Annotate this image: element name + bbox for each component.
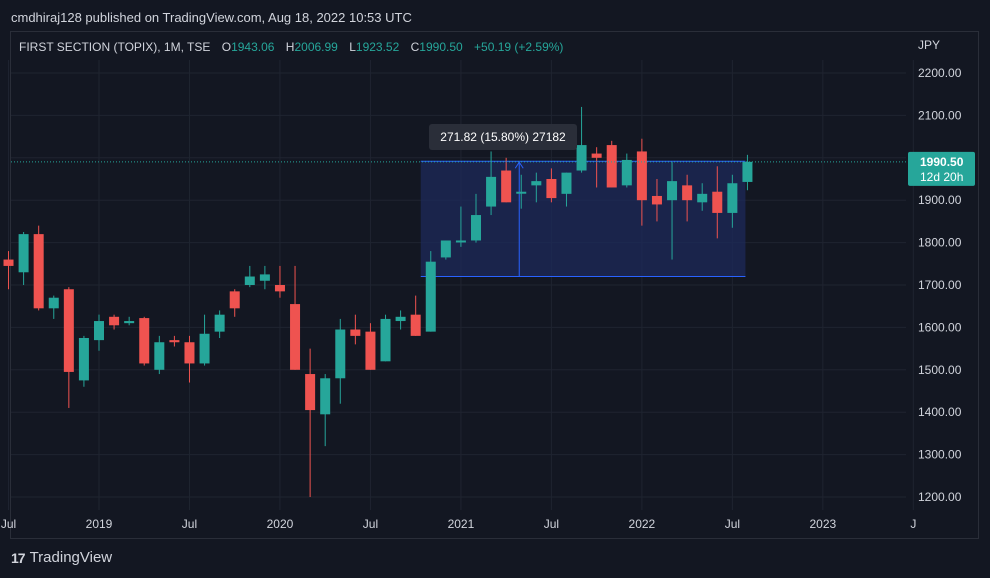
- x-tick-label: 2020: [267, 517, 294, 531]
- candle-up: [667, 181, 678, 201]
- x-tick-label: Jul: [182, 517, 197, 531]
- y-tick-label: 1300.00: [918, 448, 962, 462]
- candle-up: [471, 215, 481, 241]
- y-tick-label: 1600.00: [918, 320, 962, 334]
- candle-up: [742, 161, 753, 182]
- candle-up: [697, 193, 708, 203]
- measure-label-bg: [429, 124, 577, 150]
- candle-down: [591, 153, 602, 158]
- candle-up: [94, 321, 104, 341]
- y-tick-label: 1500.00: [918, 363, 962, 377]
- candle-down: [184, 342, 195, 364]
- candle-up: [124, 321, 135, 324]
- candle-down: [169, 340, 180, 343]
- y-tick-label: 2200.00: [918, 66, 962, 80]
- candle-up: [576, 145, 587, 171]
- candle-up: [531, 181, 542, 186]
- tradingview-logo-icon: 17: [11, 549, 26, 566]
- candle-down: [546, 179, 557, 199]
- candle-up: [320, 378, 331, 415]
- publisher-caption: cmdhiraj128 published on TradingView.com…: [11, 10, 412, 25]
- candle-up: [440, 240, 451, 258]
- change-value: +50.19 (+2.59%): [474, 40, 564, 54]
- y-tick-label: 2100.00: [918, 108, 962, 122]
- candle-up: [244, 276, 255, 285]
- open-label: O: [221, 40, 232, 54]
- brand-name: TradingView: [29, 549, 113, 566]
- high-value: 2006.99: [294, 40, 338, 54]
- candle-down: [274, 285, 285, 292]
- candle-up: [259, 274, 270, 281]
- candle-down: [305, 374, 316, 411]
- candle-up: [335, 329, 346, 379]
- x-tick-label: Jul: [725, 517, 740, 531]
- y-tick-label: 1400.00: [918, 405, 962, 419]
- footer-brand[interactable]: 17 TradingView: [11, 549, 112, 566]
- x-tick-label: J: [910, 517, 916, 531]
- candle-up: [727, 183, 738, 213]
- x-tick-label: 2021: [448, 517, 475, 531]
- candle-down: [636, 151, 647, 201]
- candle-down: [606, 145, 617, 188]
- candle-down: [290, 304, 301, 370]
- measure-range-box: [420, 161, 746, 277]
- x-tick-label: Jul: [544, 517, 559, 531]
- candle-up: [78, 338, 89, 381]
- open-value: 1943.06: [231, 40, 275, 54]
- candle-down: [3, 259, 14, 266]
- x-tick-label: Jul: [1, 517, 16, 531]
- candle-up: [561, 172, 572, 194]
- candle-up: [621, 159, 632, 186]
- high-label: H: [285, 40, 295, 54]
- close-value: 1990.50: [419, 40, 463, 54]
- low-label: L: [349, 40, 356, 54]
- y-tick-label: 1700.00: [918, 278, 962, 292]
- symbol-legend: FIRST SECTION (TOPIX), 1M, TSE O1943.06 …: [19, 40, 563, 54]
- x-tick-label: 2019: [86, 517, 113, 531]
- candle-up: [486, 176, 497, 207]
- candle-down: [712, 191, 723, 213]
- candle-down: [682, 185, 693, 201]
- low-value: 1923.52: [355, 40, 400, 54]
- y-tick-label: 1200.00: [918, 490, 962, 504]
- candle-up: [425, 261, 436, 332]
- candle-down: [139, 318, 150, 364]
- candle-down: [410, 314, 421, 336]
- x-tick-label: Jul: [363, 517, 378, 531]
- candle-up: [380, 318, 391, 362]
- candle-down: [63, 289, 74, 372]
- y-tick-label: 1800.00: [918, 236, 962, 250]
- measure-arrow-head: [514, 161, 524, 169]
- candle-up: [214, 314, 225, 332]
- symbol-name: FIRST SECTION (TOPIX), 1M, TSE: [19, 40, 211, 54]
- last-price-tag: [908, 151, 975, 186]
- candle-down: [109, 316, 120, 326]
- y-tick-label: 1900.00: [918, 193, 962, 207]
- candle-up: [199, 333, 210, 364]
- candle-down: [501, 170, 512, 203]
- candle-up: [455, 240, 466, 243]
- countdown-label: 12d 20h: [920, 170, 963, 184]
- candle-down: [651, 195, 662, 205]
- candle-up: [48, 297, 59, 309]
- candle-down: [229, 291, 240, 309]
- candle-down: [350, 329, 361, 336]
- candle-up: [395, 316, 406, 322]
- x-tick-label: 2022: [629, 517, 656, 531]
- close-label: C: [410, 40, 420, 54]
- x-tick-label: 2023: [809, 517, 836, 531]
- candle-up: [18, 234, 29, 273]
- candle-up: [516, 191, 527, 194]
- candle-up: [154, 342, 165, 370]
- candle-down: [365, 331, 376, 370]
- measure-label: 271.82 (15.80%) 27182: [440, 130, 566, 144]
- candle-down: [33, 234, 44, 309]
- last-price-value: 1990.50: [920, 155, 964, 169]
- currency-label: JPY: [918, 38, 940, 52]
